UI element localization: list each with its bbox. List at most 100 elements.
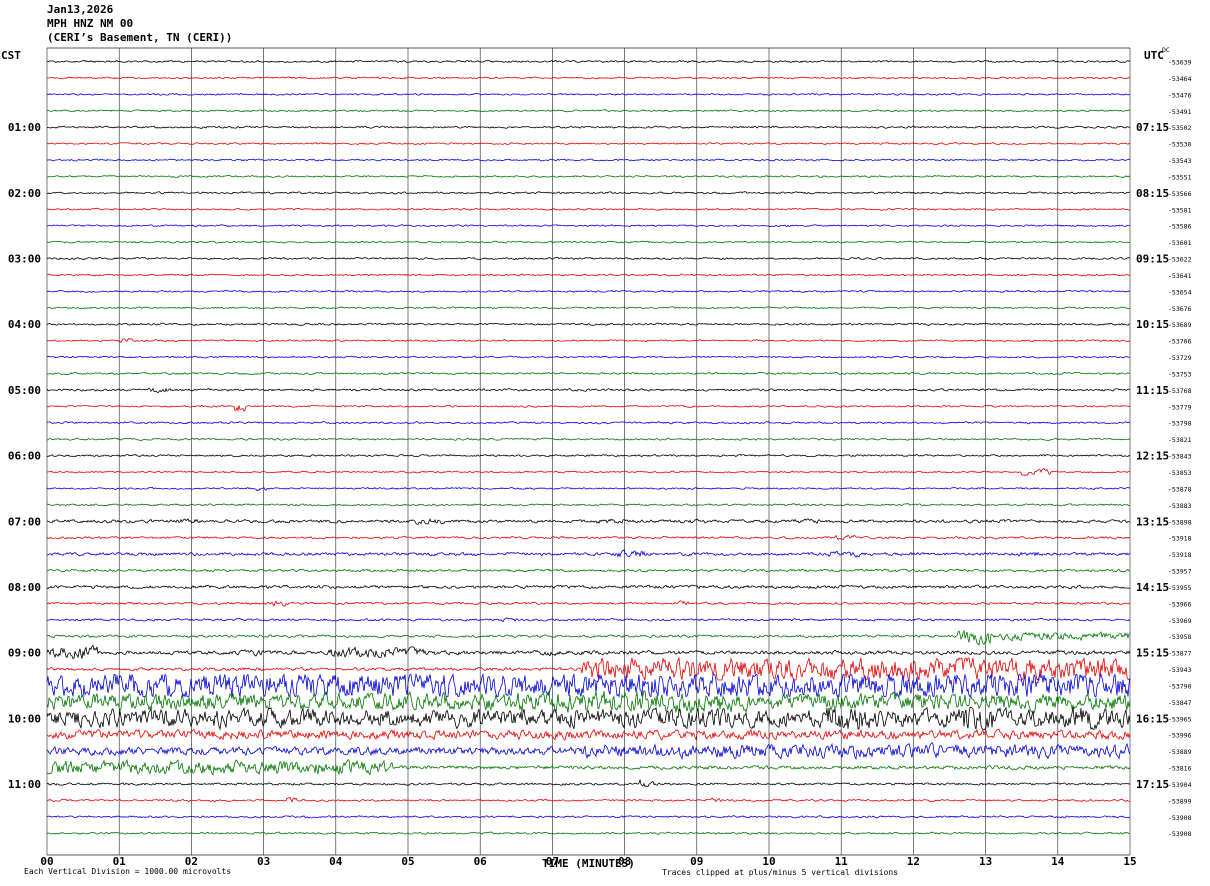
trace-row-6: [46, 158, 1131, 162]
x-tick-label: 15: [1123, 855, 1136, 868]
utc-hour-label: 07:15: [1136, 121, 1169, 134]
trace-row-12: [46, 256, 1131, 261]
dc-value-label: -53779: [1168, 403, 1192, 411]
trace-row-25: [46, 467, 1131, 476]
trace-row-17: [46, 337, 1131, 343]
dc-value-label: -53639: [1168, 59, 1192, 67]
trace-row-0: [46, 59, 1131, 64]
dc-value-label: -53955: [1168, 584, 1192, 592]
trace-row-35: [46, 630, 1131, 647]
x-tick-label: 08: [618, 855, 631, 868]
dc-value-label: -53898: [1168, 518, 1192, 526]
dc-value-label: -53689: [1168, 321, 1192, 329]
dc-value-label: -53654: [1168, 288, 1192, 296]
x-tick-label: 00: [40, 855, 53, 868]
trace-row-34: [46, 617, 1131, 623]
trace-row-14: [46, 289, 1131, 293]
trace-row-1: [47, 76, 1131, 80]
dc-value-label: -53581: [1168, 206, 1192, 214]
cst-hour-label: 06:00: [8, 450, 41, 463]
trace-row-19: [46, 371, 1131, 376]
dc-value-label: -53889: [1168, 748, 1192, 756]
dc-value-label: -53566: [1168, 190, 1192, 198]
dc-value-label: -53966: [1168, 600, 1192, 608]
trace-row-26: [46, 486, 1131, 492]
dc-value-label: -53706: [1168, 338, 1192, 346]
dc-value-label: -53491: [1168, 108, 1192, 116]
dc-value-label: -53899: [1168, 797, 1192, 805]
plot-date: Jan13,2026: [47, 3, 114, 16]
trace-row-46: [46, 815, 1131, 819]
trace-row-30: [46, 549, 1131, 558]
dc-value-label: -53601: [1168, 239, 1192, 247]
trace-row-11: [46, 240, 1131, 244]
dc-value-label: -53543: [1168, 157, 1192, 165]
x-tick-label: 13: [979, 855, 992, 868]
dc-offset-header: DC: [1162, 46, 1170, 54]
dc-value-label: -53476: [1168, 91, 1192, 99]
x-tick-label: 03: [257, 855, 270, 868]
dc-value-label: -53768: [1168, 387, 1192, 395]
dc-value-label: -53816: [1168, 765, 1192, 773]
trace-row-22: [46, 421, 1130, 425]
trace-row-37: [46, 656, 1131, 682]
trace-row-16: [46, 322, 1131, 326]
x-tick-label: 12: [907, 855, 920, 868]
dc-value-label: -53464: [1168, 75, 1192, 83]
dc-value-label: -53853: [1168, 469, 1192, 477]
trace-row-10: [46, 224, 1131, 228]
trace-row-36: [46, 644, 1131, 660]
station-location: (CERI’s Basement, TN (CERI)): [47, 31, 233, 44]
cst-hour-label: 07:00: [8, 515, 41, 528]
x-tick-label: 01: [113, 855, 127, 868]
trace-row-23: [46, 437, 1131, 441]
trace-row-27: [46, 503, 1131, 507]
trace-row-15: [46, 306, 1131, 310]
dc-value-label: -53843: [1168, 453, 1192, 461]
dc-value-label: -53729: [1168, 354, 1192, 362]
cst-hour-label: 01:00: [8, 121, 41, 134]
trace-row-3: [46, 109, 1131, 113]
trace-row-31: [46, 568, 1131, 573]
dc-value-label: -53918: [1168, 551, 1192, 559]
dc-value-label: -53957: [1168, 568, 1192, 576]
utc-hour-label: 15:15: [1136, 647, 1169, 660]
x-tick-label: 04: [329, 855, 343, 868]
dc-value-label: -53790: [1168, 683, 1192, 691]
trace-row-2: [46, 92, 1131, 96]
dc-value-label: -53904: [1168, 781, 1192, 789]
trace-row-5: [46, 142, 1131, 146]
trace-row-29: [46, 534, 1131, 541]
x-tick-label: 10: [762, 855, 775, 868]
dc-value-label: -53676: [1168, 305, 1192, 313]
cst-hour-label: 05:00: [8, 384, 41, 397]
cst-hour-label: 11:00: [8, 778, 41, 791]
trace-row-40: [46, 706, 1131, 731]
trace-row-28: [46, 518, 1131, 525]
trace-row-21: [46, 404, 1131, 412]
utc-hour-label: 09:15: [1136, 253, 1169, 266]
trace-row-43: [46, 758, 1131, 776]
utc-hour-label: 13:15: [1136, 515, 1169, 528]
dc-value-label: -53883: [1168, 502, 1192, 510]
dc-value-label: -53878: [1168, 485, 1192, 493]
trace-row-20: [46, 387, 1131, 394]
trace-row-24: [46, 453, 1131, 458]
left-timezone-label: CST: [1, 49, 21, 62]
trace-row-4: [46, 125, 1131, 129]
utc-hour-label: 17:15: [1136, 778, 1169, 791]
trace-row-7: [47, 174, 1131, 178]
utc-hour-label: 08:15: [1136, 187, 1169, 200]
utc-hour-label: 12:15: [1136, 450, 1169, 463]
dc-value-label: -53551: [1168, 173, 1192, 181]
dc-value-label: -53622: [1168, 256, 1192, 264]
utc-hour-label: 14:15: [1136, 581, 1169, 594]
clipping-note: Traces clipped at plus/minus 5 vertical …: [662, 868, 899, 877]
cst-hour-label: 08:00: [8, 581, 41, 594]
trace-row-18: [46, 355, 1131, 359]
x-tick-label: 06: [474, 855, 488, 868]
trace-row-9: [46, 207, 1131, 211]
trace-row-47: [46, 831, 1131, 835]
dc-value-label: -53821: [1168, 436, 1192, 444]
x-tick-label: 05: [401, 855, 414, 868]
